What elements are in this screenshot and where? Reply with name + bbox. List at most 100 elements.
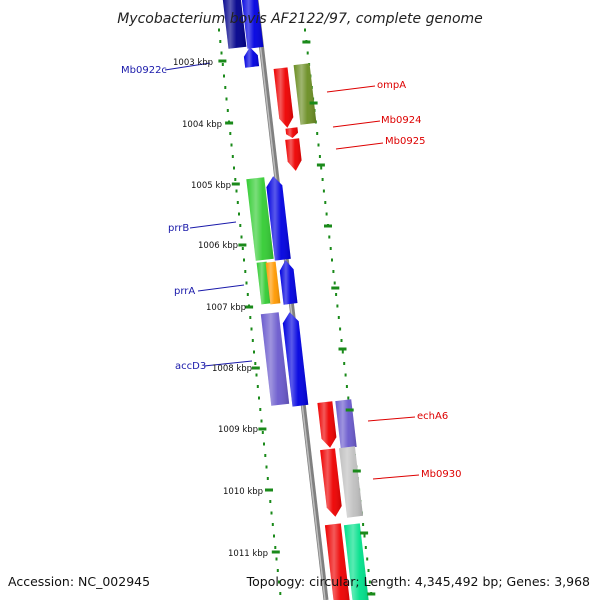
gene-feature-shading xyxy=(285,127,298,138)
major-tick xyxy=(251,366,260,370)
scale-dot xyxy=(347,396,350,400)
gene-feature-shading xyxy=(279,260,298,305)
scale-dot xyxy=(223,74,225,78)
scale-dot xyxy=(255,373,258,377)
scale-label: 1005 kbp xyxy=(191,181,231,191)
major-tick xyxy=(338,347,347,351)
accession-text: Accession: NC_002945 xyxy=(8,574,150,589)
scale-dot xyxy=(335,293,338,296)
gene-feature-shading xyxy=(273,67,294,128)
scale-dot xyxy=(241,247,244,250)
scale-dot xyxy=(224,86,227,89)
major-tick xyxy=(345,408,354,412)
major-tick xyxy=(231,182,240,186)
scale-dot xyxy=(306,51,309,55)
gene-label-prrb[interactable]: prrB xyxy=(168,223,189,234)
gene-feature-shading xyxy=(317,401,337,448)
leader-line xyxy=(197,284,245,292)
scale-dot xyxy=(265,465,268,469)
scale-dot xyxy=(366,557,369,561)
scale-dot xyxy=(333,281,336,285)
gene-feature-shading xyxy=(285,138,302,171)
scale-dot xyxy=(318,155,321,158)
gene-label-mb0924[interactable]: Mb0924 xyxy=(381,115,421,126)
major-tick xyxy=(225,121,234,125)
scale-dot xyxy=(332,270,335,273)
scale-dot xyxy=(344,373,347,377)
scale-dot xyxy=(273,534,275,538)
scale-dot xyxy=(260,419,263,423)
scale-dot xyxy=(325,212,328,216)
scale-dot xyxy=(234,178,237,181)
topology-text: Topology: circular; Length: 4,345,492 bp… xyxy=(246,574,590,589)
gene-feature-shading xyxy=(266,176,291,261)
scale-dot xyxy=(270,511,273,515)
scale-label: 1007 kbp xyxy=(206,303,246,313)
scale-dot xyxy=(221,63,224,66)
major-tick xyxy=(360,531,369,535)
gene-features xyxy=(222,0,369,600)
scale-dot xyxy=(276,569,279,572)
gene-label-mb0925[interactable]: Mb0925 xyxy=(385,136,425,147)
scale-dot xyxy=(254,362,257,365)
scale-dot xyxy=(317,143,320,147)
scale-dot xyxy=(251,339,254,342)
scale-dot xyxy=(339,327,342,331)
gene-feature-shading xyxy=(324,523,350,600)
scale-dot xyxy=(220,51,223,55)
gene-feature-shading xyxy=(222,0,247,49)
scale-dot xyxy=(274,546,277,549)
scale-label: 1008 kbp xyxy=(212,364,252,374)
gene-label-mb0930[interactable]: Mb0930 xyxy=(421,469,461,480)
leader-line xyxy=(164,62,211,71)
scale-dot xyxy=(343,362,346,365)
gene-label-accd3[interactable]: accD3 xyxy=(175,361,206,372)
gene-label-mb0922c[interactable]: Mb0922c xyxy=(121,65,167,76)
scale-dot xyxy=(253,350,255,354)
scale-dot xyxy=(278,580,280,584)
gene-feature-shading xyxy=(335,399,357,449)
gene-feature-shading xyxy=(343,523,369,600)
scale-dot xyxy=(329,247,332,250)
scale-dot xyxy=(233,166,235,170)
scale-dot xyxy=(246,293,249,296)
scale-dot xyxy=(337,316,340,319)
major-tick xyxy=(331,286,340,290)
leader-line xyxy=(372,474,420,480)
leader-line xyxy=(189,221,237,229)
gene-feature-shading xyxy=(320,448,342,517)
scale-dot xyxy=(264,454,267,457)
scale-dot xyxy=(320,166,323,170)
major-tick xyxy=(352,469,361,473)
scale-dot xyxy=(275,557,278,561)
scale-dot xyxy=(219,40,222,43)
gene-label-prra[interactable]: prrA xyxy=(174,286,195,297)
scale-dot xyxy=(238,212,240,216)
major-tick xyxy=(245,305,254,309)
scale-dot xyxy=(230,143,233,147)
leader-line xyxy=(203,360,253,367)
scale-dot xyxy=(279,592,282,595)
gene-feature-shading xyxy=(246,177,274,261)
scale-dot xyxy=(363,534,366,538)
scale-dot xyxy=(367,569,370,572)
leader-line xyxy=(367,416,416,422)
scale-dot xyxy=(226,109,229,112)
scale-dot xyxy=(271,523,274,526)
scale-dot xyxy=(345,385,348,388)
label-leaders xyxy=(164,62,420,480)
major-tick xyxy=(265,488,273,492)
scale-dot xyxy=(368,580,371,584)
map-title: Mycobacterium bovis AF2122/97, complete … xyxy=(117,11,483,27)
scale-dot xyxy=(229,132,232,135)
scale-dot xyxy=(250,327,253,331)
gene-label-echa6[interactable]: echA6 xyxy=(417,411,448,422)
major-tick xyxy=(218,59,227,63)
scale-dot xyxy=(316,132,319,135)
gene-label-ompa[interactable]: ompA xyxy=(377,80,406,91)
scale-dot xyxy=(266,477,269,480)
gene-feature-shading xyxy=(241,0,264,49)
scale-dot xyxy=(239,224,242,227)
scale-dot xyxy=(324,201,327,204)
major-tick xyxy=(309,101,318,105)
